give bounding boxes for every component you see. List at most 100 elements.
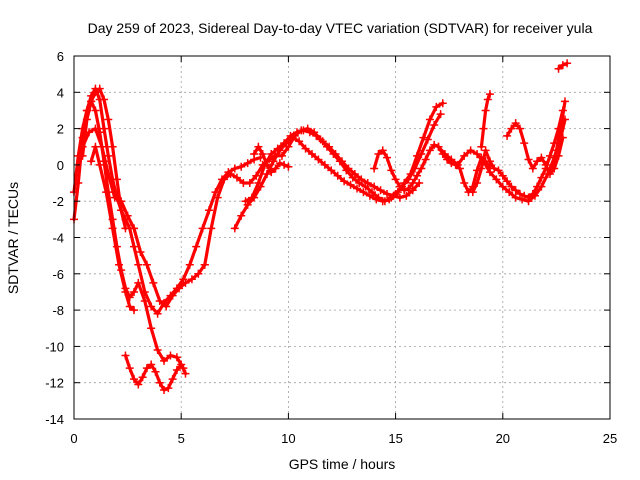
plus-marker [125,302,134,311]
plus-marker [533,157,542,166]
y-tick-label: -10 [45,339,64,354]
plus-marker [560,97,569,106]
plus-marker [477,142,486,151]
plus-marker [365,191,374,200]
plus-marker [277,151,286,160]
series-track-16 [548,97,569,173]
plus-marker [271,164,280,173]
series-line [550,99,567,171]
plus-marker [245,179,254,188]
plus-marker [181,369,190,378]
plus-marker [385,195,394,204]
plus-marker [515,124,524,133]
plus-marker [545,169,554,178]
plus-marker [485,157,494,166]
plus-marker [548,164,557,173]
plus-marker [503,131,512,140]
plus-marker [172,353,181,362]
plus-marker [91,124,100,133]
plus-marker [333,171,342,180]
plus-marker [162,302,171,311]
plus-marker [305,128,314,137]
series-track-10 [250,142,293,177]
plus-marker [100,124,109,133]
plus-marker [425,146,434,155]
plus-marker [376,186,385,195]
plus-marker [200,260,209,269]
plus-marker [267,168,276,177]
series-line [243,128,421,203]
y-axis-title: SDTVAR / TECUs [5,182,21,294]
plus-marker [511,119,520,128]
plus-marker [404,175,413,184]
plus-marker [417,164,426,173]
plus-marker [181,278,190,287]
plus-marker [331,150,340,159]
plus-marker [110,193,119,202]
plus-marker [292,128,301,137]
plus-marker [237,162,246,171]
plus-marker [280,139,289,148]
plus-marker [395,182,404,191]
plus-marker [125,364,134,373]
plus-marker [112,175,121,184]
plus-marker [177,360,186,369]
plus-marker [515,189,524,198]
plus-marker [350,169,359,178]
plus-marker [104,169,113,178]
plus-marker [258,150,267,159]
plus-marker [252,171,261,180]
plus-marker [117,206,126,215]
plus-marker [528,164,537,173]
series-track-4 [121,351,190,394]
plus-marker [383,189,392,198]
series-track-14 [477,90,494,151]
plus-marker [220,175,229,184]
plus-marker [262,169,271,178]
plus-marker [473,179,482,188]
plus-marker [344,164,353,173]
plus-marker [166,351,175,360]
plus-marker [327,166,336,175]
plus-marker [490,164,499,173]
plus-marker [438,99,447,108]
plus-marker [537,173,546,182]
plus-marker [262,160,271,169]
plus-marker [408,179,417,188]
plus-marker [558,61,567,70]
plus-marker [340,177,349,186]
plus-marker [205,206,214,215]
plus-marker [147,302,156,311]
plus-marker [325,142,334,151]
plus-marker [374,150,383,159]
plus-marker [440,150,449,159]
plus-marker [130,306,139,315]
y-tick-label: -6 [52,267,64,282]
plus-marker [533,182,542,191]
plus-marker [425,115,434,124]
x-tick-label: 10 [281,431,295,446]
plus-marker [147,360,156,369]
x-tick-label: 15 [388,431,402,446]
plus-marker [254,179,263,188]
plus-marker [95,84,104,93]
plus-marker [130,224,139,233]
plus-marker [149,278,158,287]
plus-marker [250,150,259,159]
plus-marker [91,142,100,151]
plus-marker [370,164,379,173]
plus-marker [121,287,130,296]
plus-marker [136,248,145,257]
plus-marker [498,182,507,191]
plus-marker [273,144,282,153]
plus-marker [147,324,156,333]
y-tick-label: -4 [52,231,64,246]
plus-marker [275,159,284,168]
plus-marker [192,242,201,251]
plus-marker [91,88,100,97]
plus-marker [269,157,278,166]
plus-marker [466,146,475,155]
plus-marker [185,260,194,269]
plus-marker [320,160,329,169]
